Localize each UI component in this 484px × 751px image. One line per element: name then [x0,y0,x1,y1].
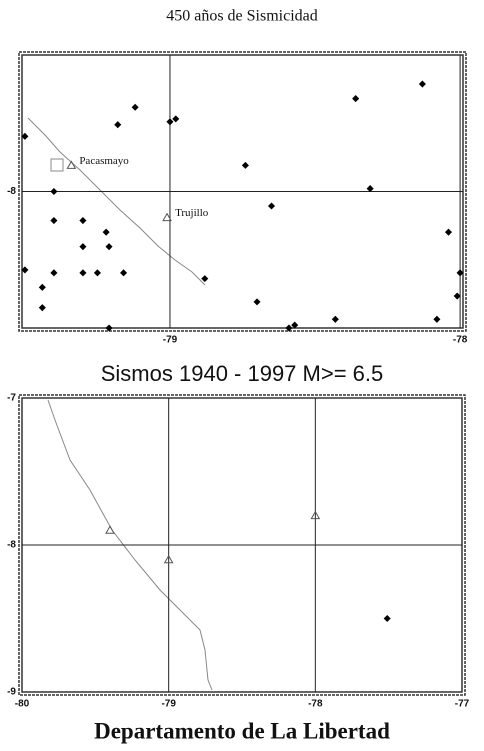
data-point [166,118,174,126]
chart-title: Sismos 1940 - 1997 M>= 6.5 [101,361,384,386]
data-point [352,95,360,103]
plot-frame [18,394,466,696]
data-point [50,217,58,225]
data-point [38,304,46,312]
data-point [331,315,339,323]
data-point [79,217,87,225]
data-point [38,283,46,291]
data-point [79,243,87,251]
data-point [433,315,441,323]
data-point [172,115,180,123]
data-point [383,614,391,623]
town-marker [310,510,321,520]
town-marker [66,160,77,169]
data-point [366,185,374,193]
data-point [21,266,29,274]
x-tick-label: -80 [15,699,30,710]
data-point [201,275,209,283]
data-point [50,269,58,277]
data-point [453,292,461,300]
y-tick-label: -8 [7,186,16,197]
coastline [27,117,206,286]
coastline [47,399,213,691]
x-tick-label: -78 [453,335,468,346]
data-point [105,243,113,251]
map-symbol [50,158,64,172]
town-label: Trujillo [175,207,209,219]
x-tick-label: -79 [161,699,176,710]
data-point [253,298,261,306]
data-point [105,324,113,332]
town-marker [105,525,115,534]
x-tick-label: -77 [455,699,470,710]
data-point [285,324,293,332]
x-tick-label: -78 [308,699,323,710]
x-tick-label: -79 [163,335,178,346]
y-tick-label: -9 [7,687,16,698]
town-marker [162,212,172,222]
data-point [267,202,276,210]
y-tick-label: -8 [7,540,16,551]
footer: Departamento de La Libertad [94,718,390,743]
data-point [102,228,110,236]
data-point [456,269,464,277]
plot-frame [18,51,467,332]
data-point [79,269,87,277]
town-marker [163,554,174,564]
data-point [241,161,249,169]
data-point [131,103,139,111]
data-point [444,228,453,236]
data-point [21,132,29,140]
data-point [418,80,426,88]
data-point [50,187,58,196]
y-tick-label: -7 [7,393,16,404]
chart-title: 450 años de Sismicidad [166,8,318,25]
data-point [93,269,101,277]
town-label: Pacasmayo [79,155,129,167]
data-point [120,269,128,277]
data-point [291,321,299,329]
data-point [114,121,122,129]
